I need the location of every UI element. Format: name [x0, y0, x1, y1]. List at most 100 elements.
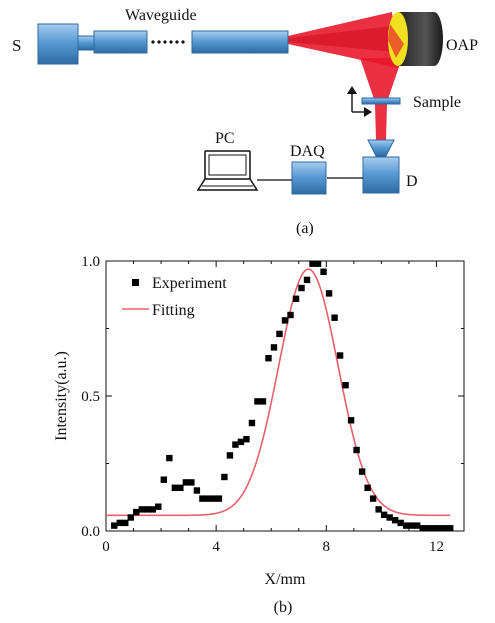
data-point [358, 468, 366, 475]
data-point [397, 519, 404, 527]
laptop-icon [196, 150, 259, 191]
data-point [413, 522, 421, 529]
data-point [133, 508, 140, 516]
data-point [303, 276, 311, 284]
data-point [391, 517, 399, 524]
x-tick-label: 4 [212, 539, 220, 555]
data-point [155, 503, 162, 510]
beam-to-mirror-core [288, 26, 396, 52]
data-point [204, 495, 212, 502]
data-point [265, 355, 272, 362]
data-point [160, 476, 168, 483]
data-point [281, 317, 289, 324]
x-axis-label: X/mm [265, 571, 306, 588]
oap-mirror-reflection [388, 24, 404, 58]
y-tick-label: 0.5 [81, 389, 100, 405]
data-point [243, 436, 250, 443]
data-point [171, 484, 179, 491]
data-point [270, 344, 278, 351]
data-point [199, 495, 206, 502]
data-point [402, 522, 410, 529]
data-point [210, 495, 217, 502]
legend-fitting-label: Fitting [152, 302, 195, 319]
data-point [342, 382, 349, 389]
data-point [425, 525, 432, 532]
y-axis-label: Intensity(a.u.) [53, 351, 70, 441]
data-point [182, 479, 190, 486]
data-point [430, 525, 437, 532]
data-point [111, 522, 118, 529]
data-point [375, 506, 382, 513]
data-point [116, 519, 123, 527]
x-tick-label: 8 [323, 539, 331, 555]
data-point [380, 511, 388, 518]
detector-label: D [406, 173, 418, 190]
waveguide-gap-dots [151, 40, 185, 44]
y-tick-label: 1.0 [81, 254, 100, 270]
data-point [287, 311, 294, 319]
data-point [419, 525, 426, 532]
x-tick-labels: 0 4 8 12 [102, 539, 444, 555]
data-point [138, 506, 145, 513]
data-point [353, 446, 360, 454]
data-point [309, 260, 316, 267]
legend: Experiment Fitting [122, 275, 227, 319]
data-point [441, 525, 448, 532]
source-box [37, 23, 79, 65]
data-point [193, 487, 201, 494]
data-point [325, 290, 333, 297]
daq-label: DAQ [290, 143, 325, 160]
data-point [336, 352, 344, 359]
legend-experiment-marker [132, 279, 139, 286]
data-point [259, 398, 267, 405]
waveguide-label: Waveguide [125, 7, 197, 24]
beam-to-detector [375, 104, 387, 140]
data-point [369, 495, 377, 502]
waveguide-segment-1 [93, 30, 148, 54]
pc-label: PC [215, 130, 235, 147]
data-point [331, 314, 338, 321]
y-tick-label: 0.0 [81, 524, 100, 540]
caption-b: (b) [274, 599, 293, 616]
setup-diagram: S Waveguide OAP Sample D DAQ [12, 7, 478, 237]
intensity-chart: 0 4 8 12 0.00.51.0 Experiment Fitting X/mm … [53, 254, 465, 616]
daq-box [291, 161, 327, 195]
data-point [248, 419, 256, 427]
experiment-points [111, 260, 454, 532]
data-point [276, 330, 283, 338]
data-point [408, 522, 415, 529]
data-point [254, 398, 261, 405]
oap-mirror [398, 12, 443, 66]
data-point [166, 454, 173, 462]
beam-to-sample [360, 58, 402, 102]
data-point [226, 452, 234, 459]
data-point [127, 514, 134, 521]
x-tick-label: 0 [102, 539, 110, 555]
sample-plate [361, 97, 401, 105]
data-point [386, 514, 393, 521]
data-point [314, 260, 322, 267]
waveguide-segment-2 [191, 30, 289, 54]
data-point [447, 525, 454, 532]
data-point [436, 525, 443, 532]
y-tick-labels: 0.0 0.5 1.0 [81, 254, 100, 540]
data-point [292, 295, 300, 302]
axis-ticks [105, 260, 465, 532]
detector-box [362, 156, 400, 194]
data-point [144, 506, 151, 513]
data-point [298, 284, 305, 292]
caption-a: (a) [296, 220, 314, 237]
sample-label: Sample [413, 94, 461, 111]
source-label: S [12, 36, 21, 55]
data-point [149, 506, 157, 513]
sample-axes [347, 86, 372, 117]
x-tick-label: 12 [429, 539, 444, 555]
data-point [232, 441, 239, 448]
data-point [364, 484, 371, 491]
source-coupler [77, 35, 95, 51]
fitting-curve [106, 268, 451, 517]
data-point [188, 479, 195, 486]
legend-experiment-label: Experiment [152, 275, 227, 292]
oap-label: OAP [446, 37, 478, 54]
